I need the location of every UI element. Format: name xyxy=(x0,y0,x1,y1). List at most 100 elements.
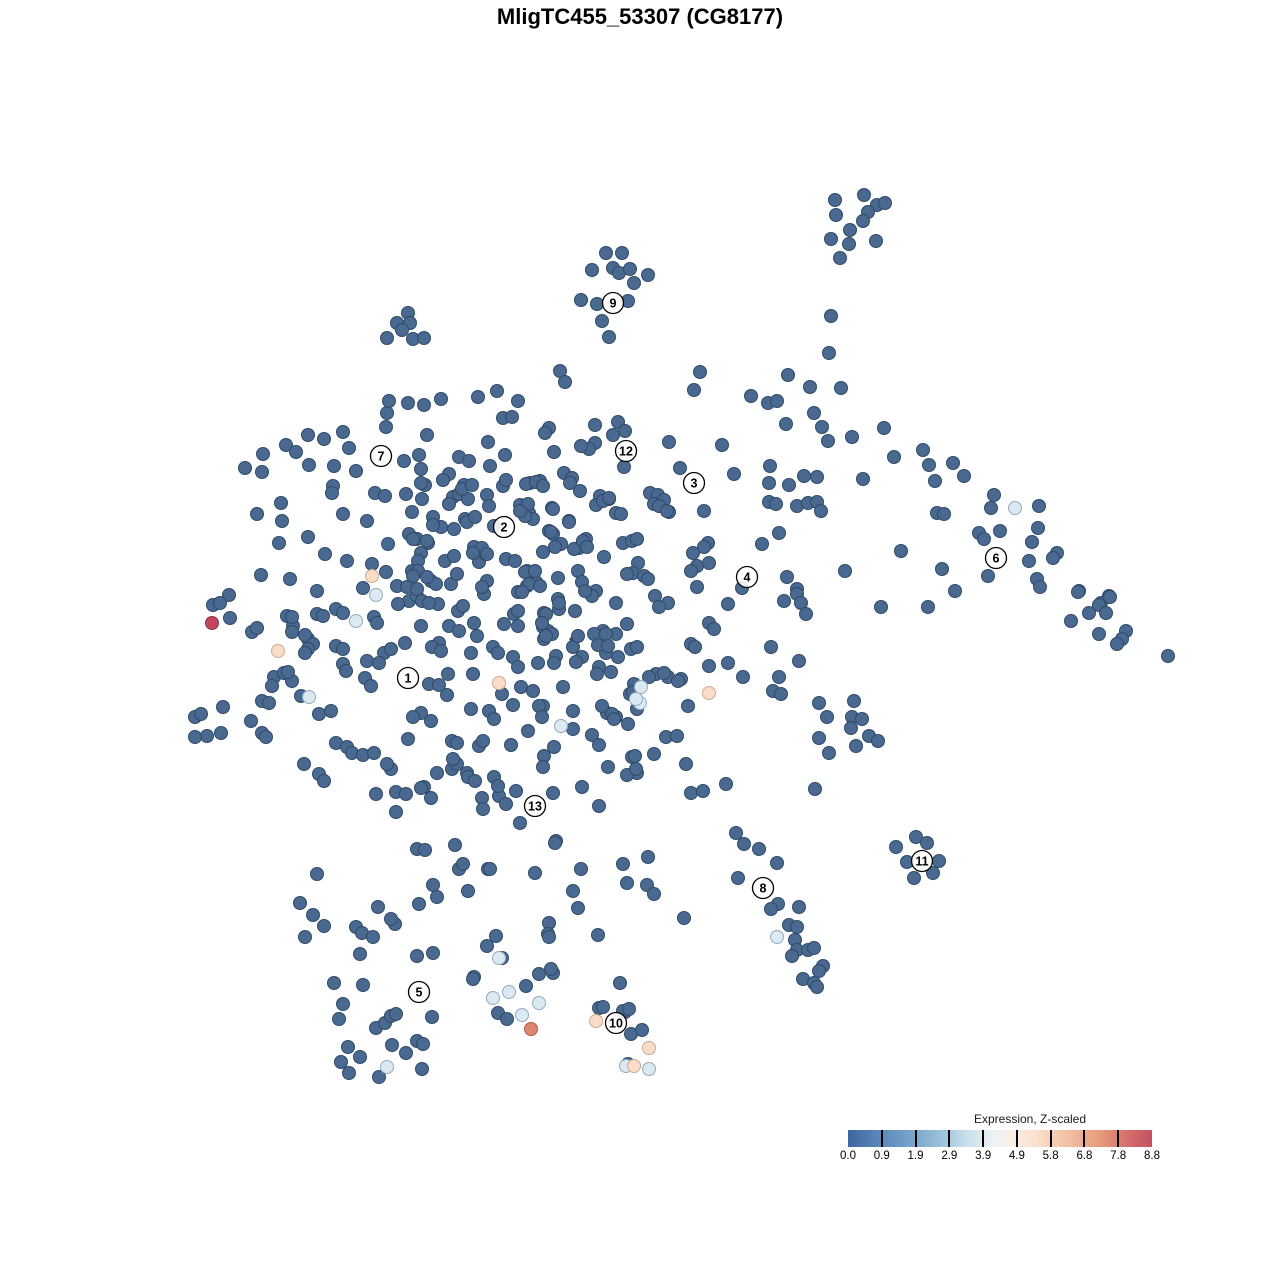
data-point xyxy=(635,1023,649,1037)
data-point xyxy=(812,964,826,978)
data-point xyxy=(511,619,525,633)
data-point xyxy=(647,887,661,901)
data-point xyxy=(647,747,661,761)
data-point xyxy=(317,432,331,446)
data-point xyxy=(487,712,501,726)
data-point xyxy=(244,714,258,728)
cluster-label-10: 10 xyxy=(604,1011,628,1035)
data-point xyxy=(679,757,693,771)
data-point xyxy=(340,554,354,568)
data-point xyxy=(426,946,440,960)
data-point xyxy=(592,799,606,813)
data-point xyxy=(544,525,558,539)
data-point xyxy=(589,1014,603,1028)
data-point xyxy=(365,569,379,583)
data-point xyxy=(641,572,655,586)
legend-tick-label: 3.9 xyxy=(975,1150,992,1162)
data-point xyxy=(536,479,550,493)
data-point xyxy=(391,597,405,611)
data-point xyxy=(617,460,631,474)
cluster-label-4: 4 xyxy=(735,565,759,589)
data-point xyxy=(462,454,476,468)
data-point xyxy=(491,646,505,660)
data-point xyxy=(599,246,613,260)
data-point xyxy=(769,497,783,511)
legend-tick-label: 8.8 xyxy=(1144,1150,1160,1162)
data-point xyxy=(342,1066,356,1080)
data-point xyxy=(834,381,848,395)
data-point xyxy=(274,496,288,510)
legend-tick-mark xyxy=(880,1130,883,1147)
data-point xyxy=(684,786,698,800)
data-point xyxy=(755,537,769,551)
data-point xyxy=(298,628,312,642)
data-point xyxy=(513,816,527,830)
cluster-label-text: 7 xyxy=(378,450,385,464)
cluster-label-circle xyxy=(396,666,420,690)
data-point xyxy=(824,309,838,323)
cluster-label-text: 6 xyxy=(993,552,1000,566)
data-point xyxy=(332,1012,346,1026)
data-point xyxy=(222,588,236,602)
data-point xyxy=(662,435,676,449)
data-point xyxy=(981,569,995,583)
data-point xyxy=(671,674,685,688)
data-point xyxy=(417,331,431,345)
data-point xyxy=(629,692,643,706)
data-point xyxy=(447,522,461,536)
cluster-label-text: 5 xyxy=(416,986,423,1000)
data-point xyxy=(405,505,419,519)
data-point xyxy=(681,699,695,713)
data-point xyxy=(470,629,484,643)
data-point xyxy=(844,721,858,735)
data-point xyxy=(399,487,413,501)
data-point xyxy=(336,997,350,1011)
data-point xyxy=(506,698,520,712)
data-point xyxy=(554,719,568,733)
data-point xyxy=(353,947,367,961)
legend-tick-label: 6.8 xyxy=(1076,1150,1093,1162)
data-point xyxy=(440,688,454,702)
data-point xyxy=(415,1062,429,1076)
cluster-label-circle xyxy=(984,546,1008,570)
data-point xyxy=(620,617,634,631)
cluster-label-2: 2 xyxy=(492,515,516,539)
data-point xyxy=(367,746,381,760)
data-point xyxy=(406,710,420,724)
data-point xyxy=(325,486,339,500)
data-point xyxy=(857,188,871,202)
data-point xyxy=(369,588,383,602)
legend-tick-labels: 0.0 0.9 1.9 2.9 3.9 4.9 5.8 6.8 7.8 8.8 xyxy=(840,1150,1160,1166)
data-point xyxy=(629,762,643,776)
cluster-label-circle xyxy=(735,565,759,589)
cluster-label-circle xyxy=(682,471,706,495)
data-point xyxy=(1022,554,1036,568)
data-point xyxy=(790,920,804,934)
data-point xyxy=(762,476,776,490)
data-point xyxy=(620,567,634,581)
data-point xyxy=(894,544,908,558)
data-point xyxy=(476,802,490,816)
data-point xyxy=(272,536,286,550)
data-point xyxy=(317,774,331,788)
data-point xyxy=(780,570,794,584)
data-point xyxy=(223,611,237,625)
data-point xyxy=(466,972,480,986)
cluster-label-text: 2 xyxy=(501,521,508,535)
data-point xyxy=(785,949,799,963)
data-point xyxy=(259,730,273,744)
series-expression-mid xyxy=(271,569,716,1073)
data-point xyxy=(297,757,311,771)
data-point xyxy=(1033,580,1047,594)
data-point xyxy=(511,604,525,618)
data-point xyxy=(618,424,632,438)
data-point xyxy=(1103,590,1117,604)
data-point xyxy=(764,902,778,916)
data-point xyxy=(642,1041,656,1055)
data-point xyxy=(327,976,341,990)
data-point xyxy=(464,702,478,716)
data-point xyxy=(792,900,806,914)
data-point xyxy=(341,1040,355,1054)
data-point xyxy=(528,564,542,578)
